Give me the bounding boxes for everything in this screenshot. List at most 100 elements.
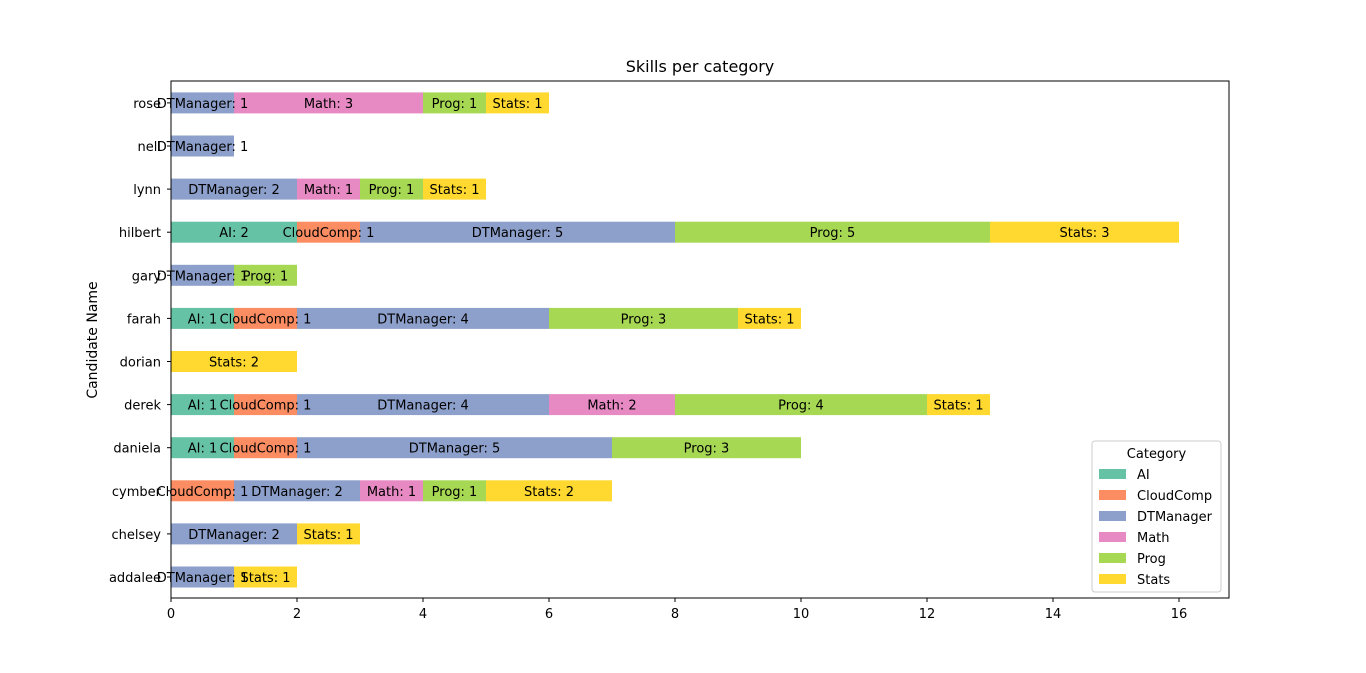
bar-segment [234, 92, 423, 114]
legend-items: AI CloudComp DTManager Math Prog Stats [1099, 468, 1213, 588]
bar-value-label: Prog: 1 [432, 485, 478, 500]
bar-segment [423, 480, 486, 502]
plot-frame [170, 80, 1230, 599]
bar-segment [297, 221, 360, 243]
y-tick-label: derek [124, 399, 161, 414]
legend-swatch [1099, 574, 1126, 584]
bar-value-label: Math: 3 [304, 97, 353, 112]
x-tick-label: 14 [1045, 607, 1062, 622]
bar-segment [360, 221, 675, 243]
bar-value-label: CloudComp: 1 [157, 485, 249, 500]
bar-value-label: DTManager: 5 [409, 442, 501, 457]
bar-segment [297, 307, 549, 329]
bar-segment [171, 221, 297, 243]
bar-segment [990, 221, 1179, 243]
bar-segment [171, 566, 234, 588]
bar-value-label: Prog: 4 [778, 399, 824, 414]
legend-label: AI [1137, 468, 1150, 483]
legend-title: Category [1127, 447, 1187, 462]
x-tick-label: 2 [293, 607, 301, 622]
y-tick-label: rose [133, 97, 161, 112]
legend-swatch [1099, 469, 1126, 479]
bar-value-label: Math: 2 [587, 399, 636, 414]
bar-segment [234, 480, 360, 502]
legend-swatch [1099, 532, 1126, 542]
bar-segment [675, 221, 990, 243]
x-tick-label: 10 [793, 607, 810, 622]
bar-segment [423, 178, 486, 200]
bar-value-label: DTManager: 4 [377, 399, 469, 414]
bar-value-label: DTManager: 1 [157, 571, 249, 586]
bar-value-label: Prog: 3 [621, 312, 667, 327]
bar-value-label: CloudComp: 1 [283, 226, 375, 241]
y-axis: addalee chelsey cymber daniela derek dorian fa… [109, 97, 171, 586]
bar-segment [297, 437, 612, 459]
bar-segment [171, 92, 234, 114]
bar-segment [171, 523, 297, 545]
bar-value-label: DTManager: 2 [188, 183, 280, 198]
bar-value-label: DTManager: 1 [157, 97, 249, 112]
bar-segment [171, 307, 234, 329]
y-tick-label: cymber [112, 485, 162, 500]
bar-value-label: DTManager: 1 [157, 269, 249, 284]
bar-segment [360, 178, 423, 200]
bar-value-label: AI: 2 [219, 226, 249, 241]
bar-segment [234, 307, 297, 329]
y-tick-label: gary [132, 269, 162, 284]
bar-segment [360, 480, 423, 502]
bar-value-label: DTManager: 4 [377, 312, 469, 327]
bar-segment [171, 178, 297, 200]
bar-segment [171, 264, 234, 286]
bar-segment [297, 523, 360, 545]
bar-segment [549, 307, 738, 329]
bar-segment [675, 394, 927, 416]
x-tick-label: 16 [1171, 607, 1188, 622]
legend-swatch [1099, 553, 1126, 563]
x-axis: 0 2 4 6 8 10 12 14 16 [167, 598, 1187, 622]
bar-value-label: Prog: 1 [432, 97, 478, 112]
bar-segment [234, 566, 297, 588]
bar-value-label: Stats: 1 [304, 528, 354, 543]
bar-segment [549, 394, 675, 416]
bar-segment [486, 92, 549, 114]
x-tick-label: 6 [545, 607, 553, 622]
bar-labels-layer: DTManager: 1 Stats: 1 DTManager: 2 Stats: 1… [157, 97, 1110, 586]
bars-layer [171, 92, 1179, 588]
y-tick-label: daniela [113, 442, 161, 457]
bar-segment [486, 480, 612, 502]
bar-value-label: AI: 1 [188, 442, 218, 457]
y-tick-label: nell [138, 140, 161, 155]
bar-value-label: DTManager: 2 [188, 528, 280, 543]
bar-value-label: AI: 1 [188, 312, 218, 327]
bar-value-label: DTManager: 5 [472, 226, 564, 241]
bar-value-label: DTManager: 1 [157, 140, 249, 155]
bar-value-label: DTManager: 2 [251, 485, 343, 500]
bar-value-label: Stats: 1 [745, 312, 795, 327]
bar-value-label: Stats: 3 [1060, 226, 1110, 241]
legend-label: Math [1137, 531, 1170, 546]
bar-segment [297, 394, 549, 416]
legend-label: Stats [1137, 573, 1170, 588]
bar-segment [171, 394, 234, 416]
y-tick-label: farah [127, 312, 161, 327]
bar-value-label: CloudComp: 1 [220, 399, 312, 414]
legend-label: Prog [1137, 552, 1166, 567]
y-tick-label: addalee [109, 571, 161, 586]
bar-value-label: Math: 1 [304, 183, 353, 198]
bar-segment [297, 178, 360, 200]
bar-segment [738, 307, 801, 329]
y-axis-label: Candidate Name [85, 281, 101, 398]
bar-value-label: Stats: 2 [524, 485, 574, 500]
legend-label: CloudComp [1137, 489, 1212, 504]
bar-value-label: Stats: 1 [934, 399, 984, 414]
x-tick-label: 0 [167, 607, 175, 622]
bar-segment [171, 135, 234, 157]
bar-value-label: Prog: 3 [684, 442, 730, 457]
bar-segment [927, 394, 990, 416]
y-tick-label: lynn [133, 183, 161, 198]
bar-segment [234, 264, 297, 286]
bar-segment [234, 437, 297, 459]
x-tick-label: 8 [671, 607, 679, 622]
legend: Category AI CloudComp DTManager Math Prog Sta… [1091, 440, 1222, 593]
bar-value-label: Math: 1 [367, 485, 416, 500]
